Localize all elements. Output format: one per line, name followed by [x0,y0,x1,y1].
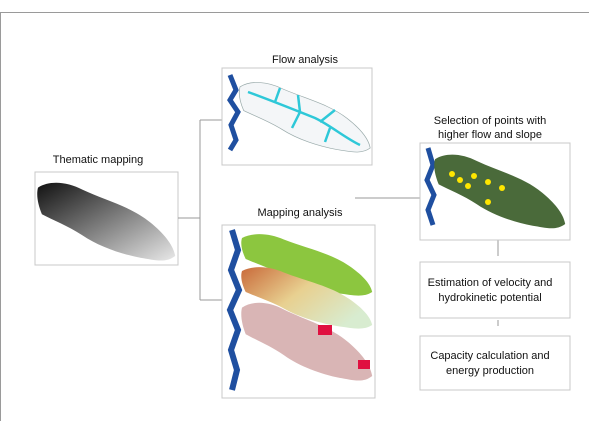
coastline [230,230,239,390]
text-box [420,336,570,390]
diagram: Thematic mapping Flow analysis Mapping a… [0,0,589,421]
soil-patch [358,360,370,369]
coastline [427,148,434,225]
node-label: Thematic mapping [53,154,144,166]
point [449,171,455,177]
node-label: Selection of points with [434,115,547,127]
satellite-map [434,155,565,229]
watershed-map [239,82,370,152]
node-label: hydrokinetic potential [438,292,541,304]
text-box [420,262,570,318]
node-label: Flow analysis [272,54,339,66]
point [499,185,505,191]
node-label: higher flow and slope [438,129,542,141]
point [457,177,463,183]
point [485,179,491,185]
node-label: Capacity calculation and [430,350,549,362]
node-label: energy production [446,365,534,377]
node-label: Mapping analysis [258,207,343,219]
watershed-map [37,183,175,261]
point [465,183,471,189]
node-label: Estimation of velocity and [428,277,553,289]
soil-patch [318,325,332,335]
point [485,199,491,205]
coastline [230,75,238,150]
point [471,173,477,179]
